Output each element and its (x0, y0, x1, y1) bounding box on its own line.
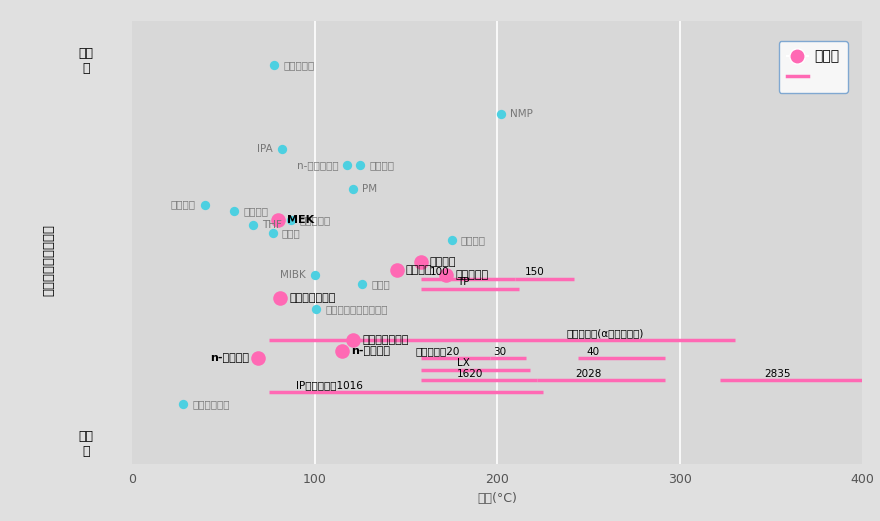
Text: アセトン: アセトン (244, 206, 268, 216)
Point (494, 110, 508, 118)
Point (310, 304, 324, 313)
Text: PM: PM (362, 184, 378, 194)
Text: IPA: IPA (257, 144, 273, 154)
Point (335, 346, 349, 355)
Text: 酢ブチ: 酢ブチ (371, 279, 390, 289)
Point (251, 354, 265, 363)
Text: 酢エチ: 酢エチ (282, 228, 300, 239)
Text: リニアレン(αオレフィン): リニアレン(αオレフィン) (567, 328, 644, 338)
Text: 100: 100 (429, 267, 450, 277)
Point (341, 160, 355, 169)
Point (355, 280, 369, 289)
Point (444, 236, 458, 244)
Text: 2028: 2028 (576, 369, 602, 379)
Point (227, 207, 241, 216)
Point (439, 271, 453, 280)
Text: 2835: 2835 (764, 369, 790, 379)
Text: 40: 40 (587, 346, 600, 356)
Point (246, 220, 260, 229)
Point (266, 229, 280, 238)
Text: キシレン: キシレン (429, 257, 456, 267)
Point (268, 61, 282, 69)
Text: エタノール: エタノール (283, 60, 315, 70)
Point (346, 185, 360, 193)
Text: 1620: 1620 (457, 369, 483, 379)
Legend: 出光品, : 出光品, (779, 41, 848, 93)
Text: メルベイユ20: メルベイユ20 (415, 346, 459, 356)
Point (390, 266, 404, 274)
Text: 150: 150 (524, 267, 545, 277)
Text: トリクレン: トリクレン (300, 215, 331, 225)
Point (176, 400, 190, 408)
Text: TP: TP (457, 277, 470, 287)
Text: LX: LX (457, 358, 470, 368)
Text: THF: THF (261, 219, 282, 230)
Point (273, 293, 287, 302)
Text: イプゾール: イプゾール (455, 270, 488, 280)
Point (271, 216, 285, 224)
Point (346, 336, 360, 344)
Text: シクロヘキサン: シクロヘキサン (289, 293, 335, 303)
Text: 溶解性パラメーター: 溶解性パラメーター (42, 225, 55, 296)
Point (353, 160, 367, 169)
Text: メチルシクロヘキサン: メチルシクロヘキサン (326, 304, 388, 314)
Text: n-ヘプタン: n-ヘプタン (351, 346, 390, 356)
Text: メチクロ: メチクロ (171, 200, 196, 209)
Text: ブチセロ: ブチセロ (461, 235, 486, 245)
Text: トルエン: トルエン (406, 265, 432, 275)
Text: メチセロ: メチセロ (370, 160, 394, 170)
Point (414, 258, 428, 266)
Point (284, 216, 298, 224)
Text: MIBK: MIBK (280, 270, 305, 280)
Text: 極性
小: 極性 小 (78, 430, 94, 458)
Point (198, 201, 212, 209)
Point (275, 145, 289, 154)
Text: イソペンタン: イソペンタン (192, 399, 230, 409)
Text: NMP: NMP (510, 109, 533, 119)
X-axis label: 沸点(°C): 沸点(°C) (477, 492, 517, 505)
Point (308, 271, 322, 280)
Text: ジイソブチレン: ジイソブチレン (362, 334, 408, 345)
Text: 極性
大: 極性 大 (78, 47, 94, 75)
Text: 30: 30 (494, 346, 507, 356)
Text: n-ヘキサン: n-ヘキサン (209, 353, 249, 363)
Text: MEK: MEK (287, 215, 314, 225)
Text: n-ブタノール: n-ブタノール (297, 160, 338, 170)
Text: IPソルベント1016: IPソルベント1016 (297, 380, 363, 390)
